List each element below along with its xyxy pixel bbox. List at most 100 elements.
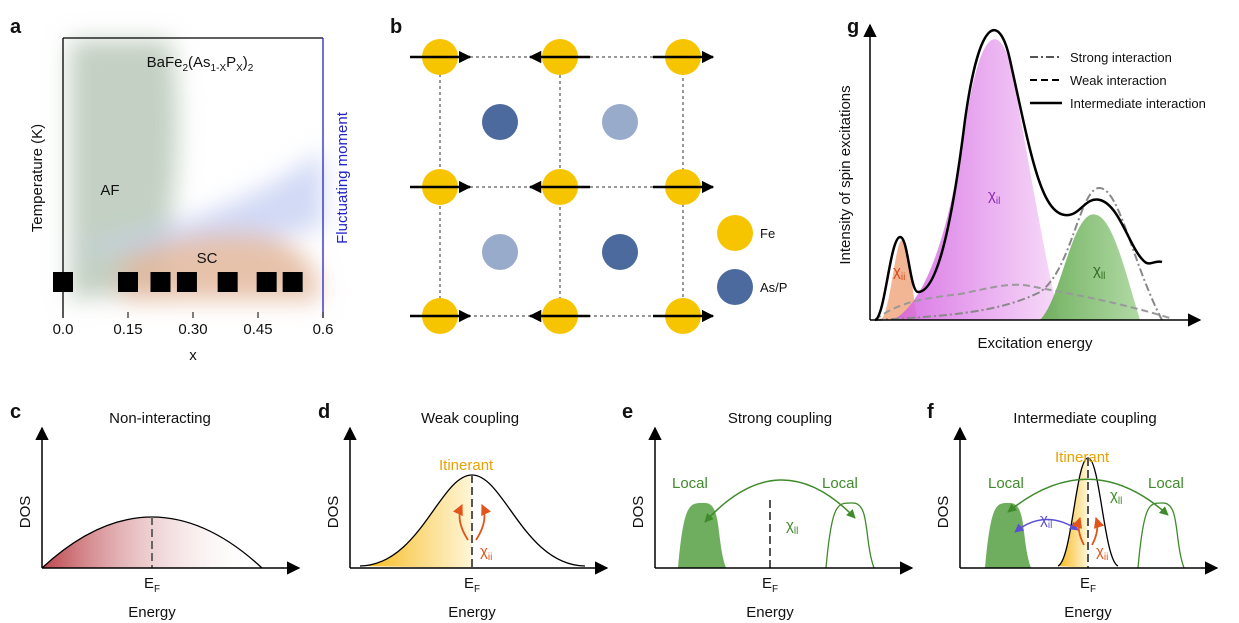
- t: ll: [1118, 496, 1122, 507]
- t: il: [996, 196, 1000, 207]
- t: 1-X: [211, 63, 227, 74]
- x-tick-label: 0.15: [113, 321, 142, 338]
- local-label: Local: [988, 475, 1024, 492]
- panel-title: Intermediate coupling: [1013, 410, 1156, 427]
- panel-label: b: [390, 16, 402, 38]
- fermi-level: EF: [144, 575, 160, 595]
- x-label: Excitation energy: [977, 335, 1093, 352]
- x-tick-label: 0.6: [313, 321, 334, 338]
- x-label: x: [189, 347, 197, 364]
- legend-label: Intermediate interaction: [1070, 96, 1206, 111]
- y-label: DOS: [935, 496, 952, 529]
- x-tick-label: 0.30: [178, 321, 207, 338]
- t: ii: [488, 552, 492, 563]
- t: P: [226, 54, 236, 71]
- local-peak: [678, 503, 726, 568]
- t: ll: [794, 526, 798, 537]
- y-label: Temperature (K): [29, 124, 46, 232]
- panel-a: a BaFe2(As1-XPX)2 AF SC Temperature (K) …: [10, 16, 351, 364]
- legend-fe: [717, 215, 753, 251]
- panel-c: [42, 517, 262, 568]
- x-tick-label: 0.45: [243, 321, 272, 338]
- t: ii: [1104, 552, 1108, 563]
- region-label: AF: [100, 182, 119, 199]
- x-label: Energy: [1064, 604, 1112, 621]
- chi-il: χil: [1040, 511, 1052, 531]
- t: χ: [893, 263, 901, 280]
- legend-label: Strong interaction: [1070, 50, 1172, 65]
- t: F: [1090, 584, 1096, 595]
- y-label: DOS: [325, 496, 342, 529]
- local-label: Local: [672, 475, 708, 492]
- x-label: Energy: [448, 604, 496, 621]
- sample: [257, 272, 277, 292]
- y-label: DOS: [17, 496, 34, 529]
- t: F: [474, 584, 480, 595]
- region-label: SC: [197, 250, 218, 267]
- t: ii: [901, 272, 905, 283]
- local-peak: [985, 503, 1031, 568]
- panel-g: g Intensity of spin excitations Excitati…: [837, 16, 1206, 352]
- itinerant-label: Itinerant: [439, 457, 494, 474]
- panel-d: Itinerant χii: [360, 457, 585, 568]
- t: E: [144, 575, 154, 592]
- x-ticks: 0.0 0.15 0.30 0.45 0.6: [53, 312, 334, 338]
- y-label: DOS: [630, 496, 647, 529]
- panel-title: Strong coupling: [728, 410, 832, 427]
- y-label: Intensity of spin excitations: [837, 85, 854, 264]
- local-label: Local: [822, 475, 858, 492]
- panel-title: Non-interacting: [109, 410, 211, 427]
- x-tick-label: 0.0: [53, 321, 74, 338]
- fermi-level: EF: [464, 575, 480, 595]
- x-label: Energy: [128, 604, 176, 621]
- t: ll: [1101, 271, 1105, 282]
- panel-label: a: [10, 16, 22, 38]
- sample: [53, 272, 73, 292]
- t: F: [154, 584, 160, 595]
- t: E: [762, 575, 772, 592]
- t: BaFe: [147, 54, 183, 71]
- fermi-level: EF: [762, 575, 778, 595]
- local-label: Local: [1148, 475, 1184, 492]
- x-label: Energy: [746, 604, 794, 621]
- t: χ: [988, 187, 996, 204]
- legend-label: Fe: [760, 226, 775, 241]
- legend-label: As/P: [760, 280, 787, 295]
- y2-label: Fluctuating moment: [334, 111, 351, 244]
- fe-atoms: [410, 39, 713, 334]
- sample: [177, 272, 197, 292]
- t: χ: [1110, 487, 1118, 504]
- sample: [118, 272, 138, 292]
- itinerant-label: Itinerant: [1055, 449, 1110, 466]
- chi-il-area: [893, 39, 1060, 320]
- sample: [283, 272, 303, 292]
- figure: a BaFe2(As1-XPX)2 AF SC Temperature (K) …: [0, 0, 1239, 623]
- panel-label: d: [318, 401, 330, 423]
- chi-ll: χll: [1110, 487, 1122, 507]
- t: E: [1080, 575, 1090, 592]
- sample: [151, 272, 171, 292]
- chi-ii: χii: [1096, 543, 1108, 563]
- local-peak: [1138, 503, 1184, 568]
- t: E: [464, 575, 474, 592]
- t: χ: [1040, 511, 1048, 528]
- t: il: [1048, 520, 1052, 531]
- fermi-level: EF: [1080, 575, 1096, 595]
- t: 2: [248, 63, 254, 74]
- panel-title: Weak coupling: [421, 410, 519, 427]
- panel-e: Local Local χll: [672, 475, 874, 568]
- excitation-arrow: [476, 505, 484, 540]
- t: F: [772, 584, 778, 595]
- panel-label: f: [927, 401, 934, 423]
- excitation-arrow: [1092, 518, 1097, 545]
- t: χ: [786, 517, 794, 534]
- legend-label: Weak interaction: [1070, 73, 1167, 88]
- t: χ: [480, 543, 488, 560]
- t: χ: [1093, 262, 1101, 279]
- t: χ: [1096, 543, 1104, 560]
- chi-ll: χll: [786, 517, 798, 537]
- sample: [218, 272, 238, 292]
- dos-fill: [360, 475, 472, 568]
- panel-label: c: [10, 401, 21, 423]
